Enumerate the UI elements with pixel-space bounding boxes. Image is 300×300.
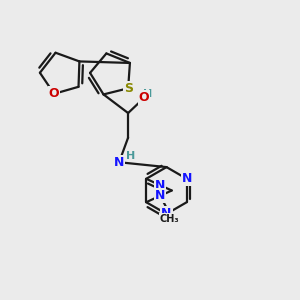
Text: CH₃: CH₃ — [159, 214, 179, 224]
Text: H: H — [143, 89, 152, 99]
Text: N: N — [155, 189, 165, 202]
Text: N: N — [155, 179, 165, 192]
Text: H: H — [126, 151, 135, 160]
Text: N: N — [161, 207, 172, 220]
Text: N: N — [114, 156, 124, 169]
Text: O: O — [49, 87, 59, 100]
Text: N: N — [182, 172, 192, 185]
Text: S: S — [124, 82, 133, 95]
Text: O: O — [139, 91, 149, 104]
